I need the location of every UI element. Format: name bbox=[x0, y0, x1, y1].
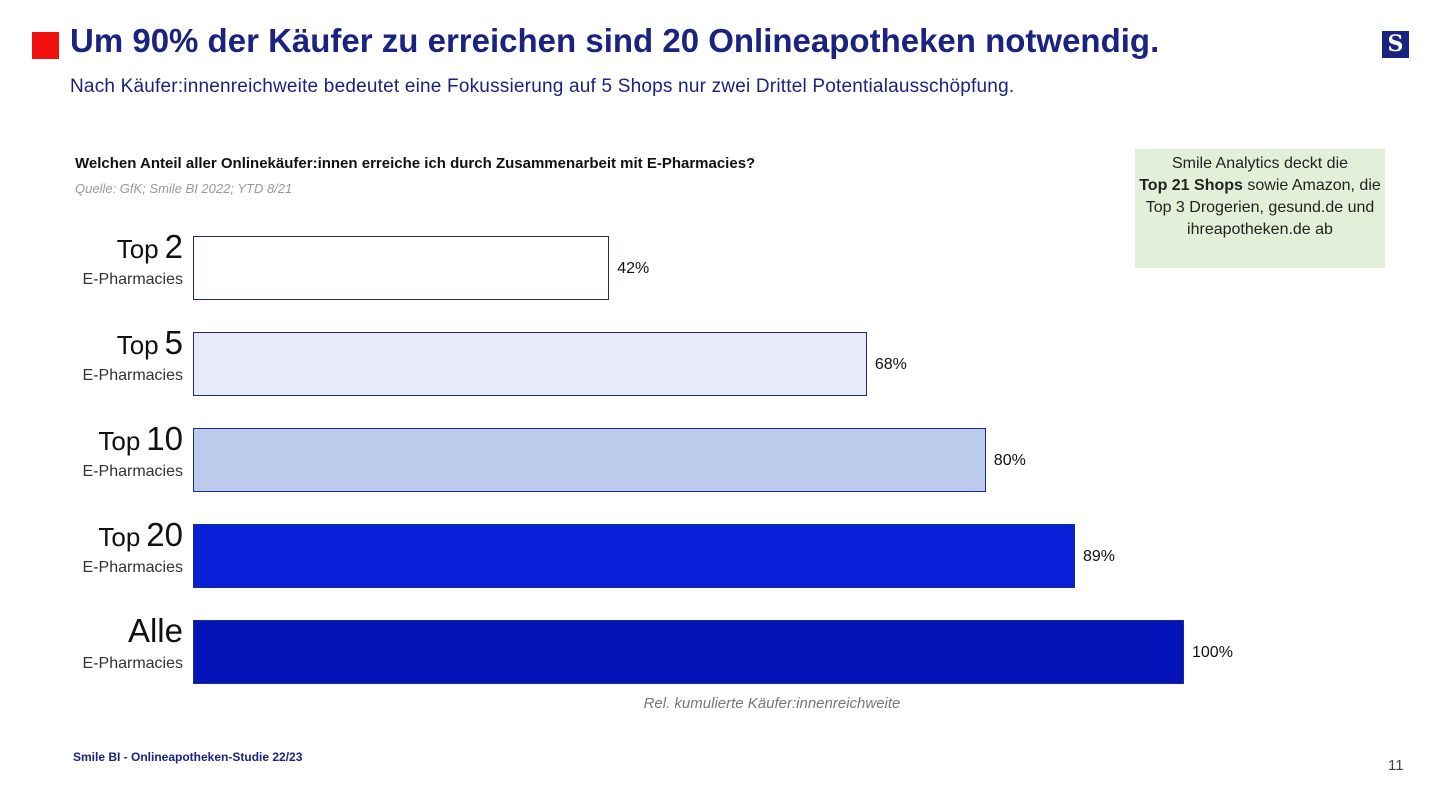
note-text: Smile Analytics deckt die bbox=[1171, 155, 1349, 172]
category-label: Alle bbox=[128, 612, 183, 650]
page-number: 11 bbox=[1388, 757, 1404, 774]
value-label: 68% bbox=[874, 356, 907, 373]
category-sublabel: E-Pharmacies bbox=[82, 367, 183, 384]
bar bbox=[193, 236, 610, 300]
category-sublabel: E-Pharmacies bbox=[82, 271, 183, 288]
category-number: Alle bbox=[127, 612, 183, 649]
page-subtitle: Nach Käufer:innenreichweite bedeutet ein… bbox=[70, 76, 1015, 97]
category-prefix: Top bbox=[116, 330, 159, 360]
category-number: 2 bbox=[164, 228, 183, 265]
category-label: Top 5 bbox=[117, 324, 183, 362]
page-title: Um 90% der Käufer zu erreichen sind 20 O… bbox=[70, 22, 1160, 59]
category-prefix: Top bbox=[116, 234, 159, 264]
chart-source: Quelle: GfK; Smile BI 2022; YTD 8/21 bbox=[75, 181, 293, 196]
category-number: 10 bbox=[146, 420, 183, 457]
category-sublabel: E-Pharmacies bbox=[82, 559, 183, 576]
bar bbox=[193, 524, 1075, 588]
category-label: Top 10 bbox=[98, 420, 183, 458]
coverage-note: Smile Analytics deckt die Top 21 Shops so… bbox=[1135, 149, 1385, 268]
bar bbox=[193, 332, 867, 396]
category-number: 20 bbox=[146, 516, 183, 553]
category-number: 5 bbox=[164, 324, 183, 361]
title-marker bbox=[32, 32, 59, 59]
note-bold: Top 21 Shops bbox=[1139, 177, 1243, 194]
bar bbox=[193, 620, 1184, 684]
value-label: 89% bbox=[1082, 548, 1116, 565]
smile-logo-icon: S bbox=[1382, 31, 1409, 58]
category-sublabel: E-Pharmacies bbox=[82, 655, 183, 672]
note-text-2: sowie Amazon, die Top 3 Drogerien, gesun… bbox=[1145, 177, 1381, 238]
category-sublabel: E-Pharmacies bbox=[82, 463, 183, 480]
category-prefix: Top bbox=[98, 426, 141, 456]
footer: Smile BI - Onlineapotheken-Studie 22/23 bbox=[73, 750, 303, 764]
value-label: 100% bbox=[1192, 644, 1233, 661]
value-label: 42% bbox=[617, 260, 650, 277]
chart-title: Welchen Anteil aller Onlinekäufer:innen … bbox=[75, 155, 756, 172]
category-prefix: Top bbox=[98, 522, 141, 552]
x-axis-label: Rel. kumulierte Käufer:innenreichweite bbox=[643, 695, 901, 712]
category-label: Top 2 bbox=[117, 228, 183, 266]
value-label: 80% bbox=[993, 452, 1026, 469]
category-label: Top 20 bbox=[98, 516, 183, 554]
bar bbox=[193, 428, 986, 492]
